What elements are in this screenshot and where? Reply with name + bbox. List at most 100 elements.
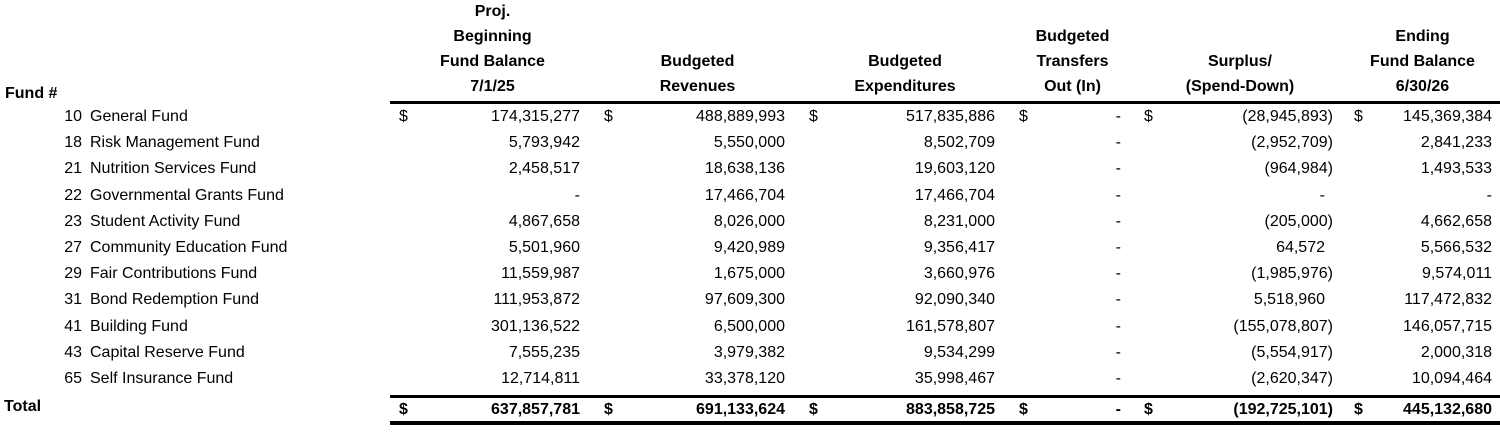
amount-value: 2,000,318	[1420, 343, 1492, 361]
currency-symbol	[809, 130, 820, 156]
amount-cell-budgeted-transfers: -	[1010, 314, 1135, 340]
currency-symbol	[1354, 209, 1365, 235]
amount-value: 5,566,532	[1420, 238, 1492, 256]
currency-symbol	[1144, 261, 1155, 287]
column-header-line: Fund Balance	[1370, 53, 1475, 70]
currency-symbol	[1354, 130, 1365, 156]
amount-cell-beginning-fund-balance: 301,136,522	[390, 314, 595, 340]
fund-number: 21	[64, 160, 82, 178]
column-header-line: Beginning	[453, 28, 532, 45]
amount-value: -	[1115, 317, 1121, 335]
amount-value: 1,675,000	[713, 265, 785, 283]
currency-symbol	[1144, 156, 1155, 182]
amount-cell-surplus-spend-down: (2,620,347)	[1135, 366, 1345, 392]
amount-cell-surplus-spend-down: (964,984)	[1135, 156, 1345, 182]
column-header-ending-fund-balance: Ending Fund Balance 6/30/26	[1345, 3, 1500, 104]
currency-symbol	[1019, 235, 1030, 261]
currency-symbol	[809, 261, 820, 287]
currency-symbol	[1019, 314, 1030, 340]
amount-cell-budgeted-revenues: 1,675,000	[595, 261, 800, 287]
amount-cell-budgeted-revenues: 18,638,136	[595, 156, 800, 182]
column-header-line: Proj.	[474, 3, 511, 20]
total-budgeted-transfers-expenditures: 883,858,725	[906, 401, 995, 419]
column-header-line: 6/30/26	[1395, 78, 1450, 95]
amount-cell-budgeted-revenues: 6,500,000	[595, 314, 800, 340]
amount-cell-budgeted-transfers: -	[1010, 183, 1135, 209]
column-header-budgeted-expenditures: Budgeted Expenditures	[800, 3, 1010, 104]
total-label: Total	[4, 398, 42, 416]
amount-value: (5,554,917)	[1251, 343, 1333, 361]
currency-symbol	[1019, 209, 1030, 235]
amount-value: 146,057,715	[1403, 317, 1492, 335]
fund-name: Bond Redemption Fund	[90, 291, 259, 309]
amount-value: 17,466,704	[914, 186, 995, 204]
amount-cell-budgeted-revenues: 33,378,120	[595, 366, 800, 392]
total-amount-cell: $ 637,857,781	[390, 395, 595, 426]
amount-cell-budgeted-revenues: 5,550,000	[595, 130, 800, 156]
currency-symbol	[1354, 366, 1365, 392]
currency-symbol	[1144, 183, 1155, 209]
amount-cell-surplus-spend-down: 64,572	[1135, 235, 1345, 261]
currency-symbol	[604, 366, 615, 392]
amount-value: 11,559,987	[501, 265, 580, 283]
fund-name: Fair Contributions Fund	[90, 265, 258, 283]
amount-value: -	[1486, 186, 1492, 204]
currency-symbol	[809, 183, 820, 209]
column-header-line: Out (In)	[1044, 78, 1101, 95]
amount-cell-ending-fund-balance: $ 145,369,384	[1345, 104, 1500, 130]
amount-value: 5,501,960	[508, 238, 580, 256]
amount-value: 19,603,120	[914, 160, 995, 178]
amount-value: -	[1319, 186, 1325, 204]
table-row: 21 Nutrition Services Fund 2,458,517 18,…	[0, 156, 1500, 182]
fund-number: 29	[64, 265, 82, 283]
fund-number-column-header: Fund #	[5, 85, 58, 102]
currency-symbol: $	[809, 401, 818, 419]
currency-symbol	[809, 340, 820, 366]
fund-number: 23	[64, 212, 82, 230]
column-header-line: Transfers	[1036, 53, 1109, 70]
fund-name: Self Insurance Fund	[90, 369, 234, 387]
currency-symbol	[399, 287, 410, 313]
total-row: Total $ 637,857,781 $ 691,133,624 $ 883,…	[0, 395, 1500, 426]
amount-value: 33,378,120	[704, 369, 785, 387]
amount-cell-budgeted-revenues: 3,979,382	[595, 340, 800, 366]
amount-value: 1,493,533	[1420, 160, 1492, 178]
amount-value: 517,835,886	[906, 108, 995, 125]
amount-value: 145,369,384	[1403, 108, 1492, 125]
currency-symbol	[399, 130, 410, 156]
amount-value: 111,953,872	[493, 291, 580, 309]
amount-value: (964,984)	[1264, 160, 1334, 178]
amount-value: 5,518,960	[1253, 291, 1325, 309]
amount-value: 5,793,942	[508, 134, 580, 152]
currency-symbol	[1354, 156, 1365, 182]
amount-cell-surplus-spend-down: (2,952,709)	[1135, 130, 1345, 156]
amount-value: 3,979,382	[713, 343, 785, 361]
amount-cell-budgeted-expenditures: 19,603,120	[800, 156, 1010, 182]
amount-cell-beginning-fund-balance: -	[390, 183, 595, 209]
currency-symbol	[1019, 340, 1030, 366]
currency-symbol: $	[604, 108, 613, 125]
column-header-line: Surplus/	[1207, 53, 1272, 70]
fund-number: 41	[64, 317, 82, 335]
amount-value: -	[1115, 291, 1121, 309]
column-header-budgeted-revenues: Budgeted Revenues	[595, 3, 800, 104]
amount-value: 6,500,000	[713, 317, 785, 335]
amount-cell-budgeted-expenditures: 17,466,704	[800, 183, 1010, 209]
amount-cell-budgeted-transfers: -	[1010, 156, 1135, 182]
amount-value: -	[574, 186, 580, 204]
amount-cell-budgeted-transfers: -	[1010, 209, 1135, 235]
amount-cell-budgeted-expenditures: 161,578,807	[800, 314, 1010, 340]
amount-value: 9,356,417	[923, 238, 995, 256]
currency-symbol	[809, 156, 820, 182]
currency-symbol: $	[399, 108, 408, 125]
total-amount-cell: $ 691,133,624	[595, 395, 800, 426]
currency-symbol	[1019, 156, 1030, 182]
column-header-line: 7/1/25	[470, 78, 515, 95]
total-amount-cell: $ (192,725,101)	[1135, 395, 1345, 426]
currency-symbol	[1354, 287, 1365, 313]
currency-symbol	[1354, 183, 1365, 209]
amount-cell-beginning-fund-balance: 5,793,942	[390, 130, 595, 156]
currency-symbol	[1354, 261, 1365, 287]
amount-cell-budgeted-transfers: -	[1010, 340, 1135, 366]
amount-value: -	[1115, 369, 1121, 387]
